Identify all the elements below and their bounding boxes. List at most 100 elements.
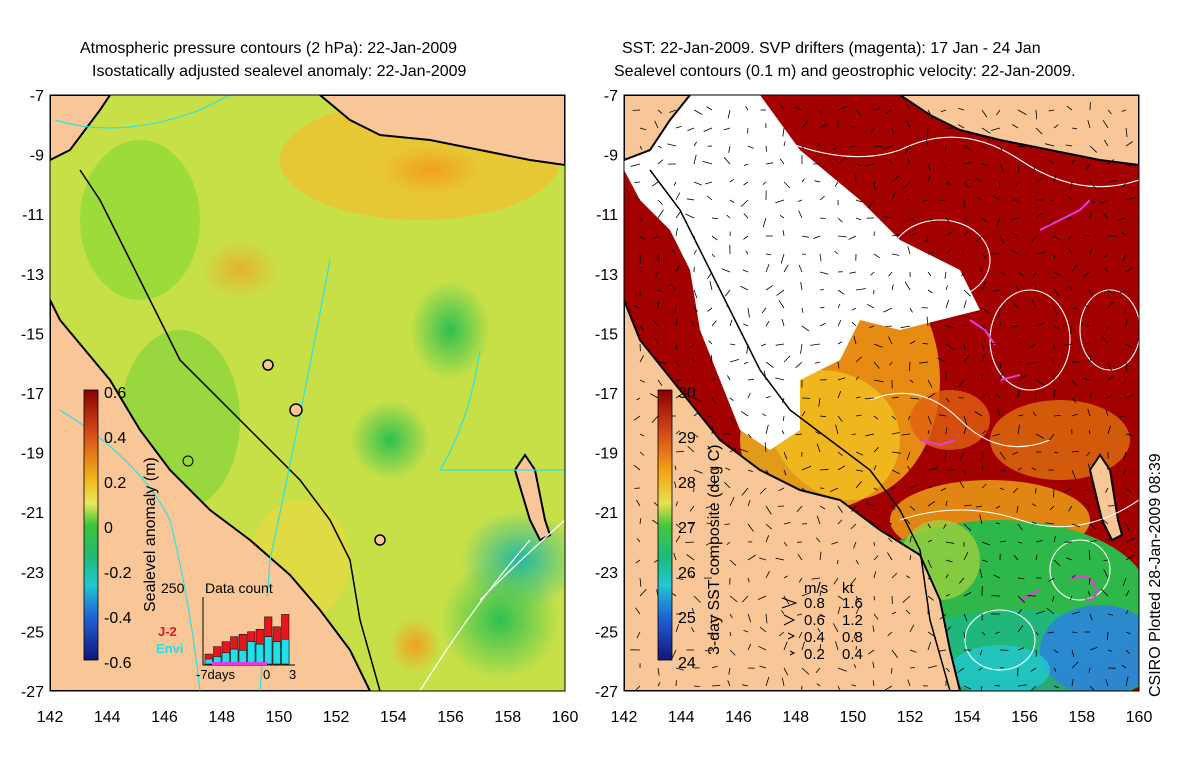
velocity-arrow <box>707 445 713 453</box>
velocity-arrow <box>1100 588 1109 597</box>
velocity-arrow <box>992 195 1001 201</box>
velocity-arrow <box>891 487 899 489</box>
right-colorbar-tick-label: 24 <box>678 655 696 672</box>
velocity-arrow <box>693 412 699 417</box>
velocity-arrow <box>1125 361 1128 372</box>
velocity-arrow <box>783 181 791 189</box>
velocity-arrow <box>657 199 663 205</box>
velocity-arrow <box>925 235 929 243</box>
velocity-arrow <box>981 541 991 546</box>
left-new-guinea-land <box>50 95 112 162</box>
velocity-arrow <box>1012 325 1019 328</box>
velocity-arrow <box>1125 554 1135 561</box>
velocity-arrow <box>783 355 791 363</box>
velocity-arrow <box>1017 523 1023 531</box>
velocity-arrow <box>728 667 731 675</box>
velocity-arrow <box>1104 268 1109 273</box>
velocity-arrow <box>1053 685 1060 689</box>
velocity-arrow <box>1068 196 1073 201</box>
velocity-arrow <box>1121 664 1127 669</box>
velocity-arrow <box>743 361 749 365</box>
velocity-arrow <box>765 505 772 515</box>
velocity-arrow <box>743 235 749 240</box>
velocity-arrow <box>981 343 985 350</box>
velocity-arrow <box>693 235 697 245</box>
velocity-arrow <box>1068 235 1073 240</box>
velocity-arrow <box>945 559 953 563</box>
velocity-arrow <box>1035 631 1039 636</box>
data-count-inset <box>202 597 295 666</box>
velocity-arrow <box>1088 577 1091 585</box>
velocity-arrow <box>765 676 770 687</box>
velocity-arrow <box>963 523 972 531</box>
velocity-arrow <box>891 396 899 399</box>
velocity-arrow <box>729 359 740 363</box>
velocity-arrow <box>872 661 875 669</box>
velocity-arrow <box>981 145 987 149</box>
velocity-arrow <box>963 631 965 638</box>
velocity-arrow <box>657 159 664 165</box>
velocity-arrow <box>1107 537 1111 543</box>
velocity-arrow <box>1125 649 1130 654</box>
velocity-arrow <box>995 505 1001 509</box>
velocity-arrow <box>813 235 821 239</box>
velocity-arrow <box>837 595 844 600</box>
velocity-arrow <box>1045 522 1055 525</box>
right-y-tick-label: -13 <box>595 267 618 284</box>
velocity-arrow <box>945 541 955 544</box>
velocity-arrow <box>963 230 969 237</box>
velocity-arrow <box>837 377 846 381</box>
velocity-arrow <box>1107 302 1114 309</box>
velocity-arrow <box>801 487 808 493</box>
velocity-arrow <box>779 158 785 165</box>
velocity-arrow <box>1122 469 1127 476</box>
velocity-arrow <box>1030 667 1037 672</box>
left-colorbar-tick-label: 0.2 <box>104 475 126 492</box>
velocity-arrow <box>639 217 643 222</box>
velocity-arrow <box>945 325 955 329</box>
inset-bar-envi <box>204 658 213 665</box>
velocity-arrow <box>657 209 664 219</box>
velocity-arrow <box>849 145 857 148</box>
right-australia-land <box>624 299 962 691</box>
velocity-arrow <box>711 591 716 597</box>
velocity-arrow <box>693 433 699 438</box>
velocity-arrow <box>727 109 731 119</box>
velocity-arrow <box>1084 343 1091 345</box>
velocity-arrow <box>1011 300 1019 309</box>
velocity-arrow <box>801 411 806 417</box>
velocity-arrow <box>765 469 770 475</box>
velocity-arrow <box>940 487 947 492</box>
velocity-arrow <box>978 667 983 671</box>
velocity-arrow <box>745 250 749 255</box>
velocity-arrow <box>726 541 731 546</box>
velocity-arrow <box>765 320 770 327</box>
velocity-arrow <box>1066 217 1073 220</box>
velocity-arrow <box>996 393 1001 399</box>
velocity-arrow <box>1048 159 1055 165</box>
velocity-arrow <box>675 263 682 273</box>
right-x-tick-label: 160 <box>1126 709 1153 726</box>
velocity-arrow <box>639 355 645 363</box>
velocity-arrow <box>1053 173 1057 183</box>
velocity-arrow <box>1083 323 1091 327</box>
velocity-arrow <box>888 159 893 165</box>
velocity-arrow <box>761 307 767 314</box>
velocity-arrow <box>1015 285 1019 291</box>
velocity-arrow <box>981 631 986 636</box>
velocity-arrow <box>1089 181 1096 189</box>
velocity-arrow <box>945 248 953 255</box>
velocity-arrow <box>837 667 847 672</box>
velocity-arrow <box>906 451 911 461</box>
velocity-arrow <box>882 215 893 219</box>
velocity-arrow <box>891 284 894 291</box>
velocity-arrow <box>1053 415 1061 417</box>
velocity-arrow <box>1125 127 1128 137</box>
velocity-arrow <box>1071 678 1074 687</box>
left-y-tick-label: -7 <box>30 88 44 105</box>
velocity-arrow <box>815 667 821 674</box>
right-png-land <box>898 95 1139 167</box>
velocity-arrow <box>765 162 774 165</box>
velocity-arrow <box>1125 590 1130 597</box>
